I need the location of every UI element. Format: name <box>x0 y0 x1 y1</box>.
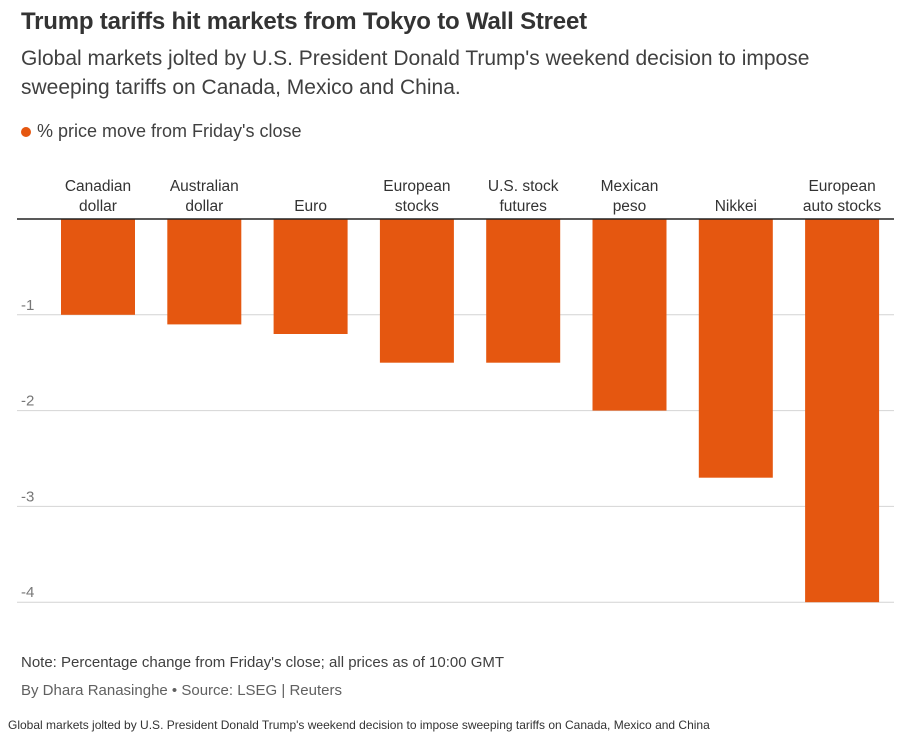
legend-label: % price move from Friday's close <box>37 121 302 141</box>
category-label: Canadian dollar <box>65 178 131 215</box>
category-label-line: dollar <box>185 198 223 215</box>
chart-credit: By Dhara Ranasinghe • Source: LSEG | Reu… <box>21 682 342 699</box>
bar <box>805 219 880 603</box>
y-tick-label: -2 <box>21 393 34 410</box>
category-label-line: European <box>383 178 450 195</box>
bar <box>486 219 561 363</box>
bar-chart: -1 -2 -3 -4 Canadian dollar Australian dollar Eu… <box>17 178 894 603</box>
category-label-line: Australian <box>170 178 239 195</box>
legend-swatch <box>21 126 31 137</box>
category-label-line: Euro <box>294 198 327 215</box>
category-label: European stocks <box>383 178 450 215</box>
bar <box>592 219 667 411</box>
y-tick-label: -3 <box>21 488 34 505</box>
category-label-line: Nikkei <box>715 198 757 215</box>
legend: % price move from Friday's close <box>21 121 302 142</box>
category-label-line: Mexican <box>601 178 659 195</box>
category-label-line: European <box>808 178 875 195</box>
chart-title: Trump tariffs hit markets from Tokyo to … <box>21 8 587 35</box>
bar <box>273 219 348 334</box>
category-label-line: auto stocks <box>803 198 882 215</box>
chart-subtitle: Global markets jolted by U.S. President … <box>21 47 810 99</box>
bar <box>698 219 773 478</box>
category-label: Mexican peso <box>601 178 659 215</box>
image-caption: Global markets jolted by U.S. President … <box>8 718 710 732</box>
category-label-line: stocks <box>395 198 439 215</box>
category-label-line: dollar <box>79 198 117 215</box>
y-tick-label: -4 <box>21 584 34 601</box>
category-label-line: Canadian <box>65 178 131 195</box>
y-tick-label: -1 <box>21 297 34 314</box>
category-label-line: peso <box>613 198 647 215</box>
bar <box>61 219 135 315</box>
bar <box>167 219 242 325</box>
category-label: U.S. stock futures <box>488 178 559 215</box>
category-label: Australian dollar <box>170 178 239 215</box>
category-label: European auto stocks <box>803 178 882 215</box>
bar <box>379 219 454 363</box>
category-label: Nikkei <box>715 198 757 215</box>
chart-note: Note: Percentage change from Friday's cl… <box>21 654 505 671</box>
category-label: Euro <box>294 198 327 215</box>
category-label-line: futures <box>500 198 548 215</box>
category-label-line: U.S. stock <box>488 178 559 195</box>
